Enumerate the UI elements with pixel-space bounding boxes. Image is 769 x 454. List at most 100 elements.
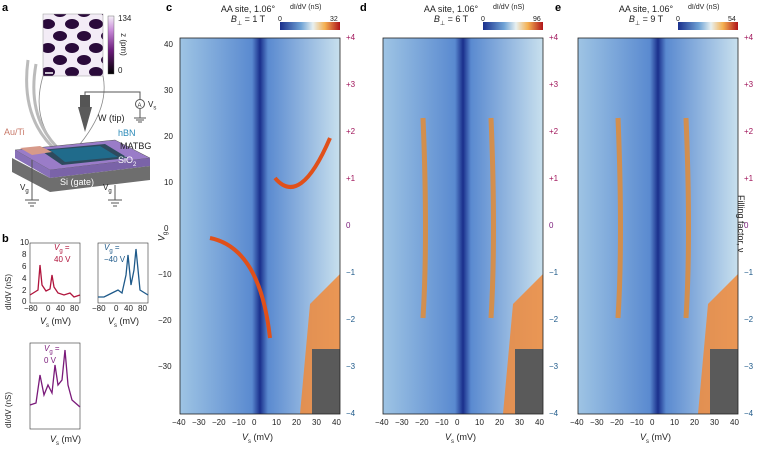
map-ytick-4: 0 bbox=[164, 224, 169, 233]
map-colorbar-unit-2: dI/dV (nS) bbox=[688, 4, 720, 11]
contact-pad bbox=[20, 146, 52, 155]
map-xtick-2-8: 40 bbox=[730, 418, 739, 427]
map-xtick-2-3: −10 bbox=[630, 418, 644, 427]
spectra-xtick-5: 0 bbox=[114, 304, 119, 313]
map-colorbar-unit-1: dI/dV (nS) bbox=[493, 4, 525, 11]
stm-tip-icon bbox=[78, 107, 92, 132]
spectra-ylabel-top: dI/dV (nS) bbox=[4, 273, 13, 310]
map-colorbar-max-1: 96 bbox=[533, 16, 541, 23]
contact-label: Au/Ti bbox=[4, 127, 25, 137]
map-colorbar-min-0: 0 bbox=[278, 16, 282, 23]
panel-label-e: e bbox=[555, 2, 562, 14]
bias-label: Vs bbox=[148, 100, 157, 112]
map-xtick-0-1: −30 bbox=[192, 418, 206, 427]
map-xtick-2-0: −40 bbox=[570, 418, 584, 427]
map-xtick-0-3: −10 bbox=[232, 418, 246, 427]
map-xtick-2-5: 10 bbox=[670, 418, 679, 427]
map-ytick-6: −20 bbox=[158, 316, 172, 325]
panel-label-c: c bbox=[166, 2, 173, 14]
gate-map-2 bbox=[577, 22, 739, 415]
map-filling-tick-1-3: +1 bbox=[549, 174, 559, 183]
map-filling-tick-2-1: +3 bbox=[744, 80, 754, 89]
map-colorbar-unit-0: dI/dV (nS) bbox=[290, 4, 322, 11]
map-xlabel-2: Vs (mV) bbox=[640, 432, 672, 445]
map-xtick-0-7: 30 bbox=[312, 418, 321, 427]
map-title-1: AA site, 1.06° B⊥ = 6 T bbox=[423, 4, 479, 27]
colorbar-min: 0 bbox=[118, 66, 123, 75]
map-saturated-region-0 bbox=[312, 349, 340, 414]
map-ytick-3: 10 bbox=[164, 178, 173, 187]
gate-label: Si (gate) bbox=[60, 177, 95, 187]
map-band-2-0 bbox=[615, 117, 623, 319]
map-xtick-2-2: −20 bbox=[610, 418, 624, 427]
z-colorbar bbox=[107, 15, 115, 75]
map-filling-tick-1-7: −3 bbox=[549, 362, 559, 371]
map-ytick-1: 30 bbox=[164, 86, 173, 95]
tip-label: W (tip) bbox=[98, 113, 125, 123]
map-filling-tick-2-0: +4 bbox=[744, 33, 754, 42]
map-xtick-1-1: −30 bbox=[395, 418, 409, 427]
map-xtick-2-7: 30 bbox=[710, 418, 719, 427]
colorbar-max: 134 bbox=[118, 14, 132, 23]
map-filling-tick-0-0: +4 bbox=[346, 33, 356, 42]
map-filling-tick-0-1: +3 bbox=[346, 80, 356, 89]
map-frame-1 bbox=[382, 37, 544, 415]
svg-text:A: A bbox=[138, 103, 142, 109]
map-filling-tick-1-2: +2 bbox=[549, 127, 559, 136]
spectra-ytick-4: 2 bbox=[22, 286, 27, 295]
map-band-1-0 bbox=[420, 117, 428, 319]
map-xtick-0-5: 10 bbox=[272, 418, 281, 427]
map-saturated-region-2 bbox=[710, 349, 738, 414]
map-filling-tick-0-5: −1 bbox=[346, 268, 356, 277]
map-filling-tick-0-4: 0 bbox=[346, 221, 351, 230]
map-saturated-region-1 bbox=[515, 349, 543, 414]
map-xtick-1-2: −20 bbox=[415, 418, 429, 427]
panel-label-b: b bbox=[2, 233, 9, 245]
gate-map-0 bbox=[179, 22, 341, 415]
spectra-ylabel-bottom: dI/dV (nS) bbox=[4, 391, 13, 428]
map-xtick-2-6: 20 bbox=[690, 418, 699, 427]
map-filling-tick-1-5: −1 bbox=[549, 268, 559, 277]
spectra-ytick-0: 10 bbox=[20, 238, 29, 247]
map-xtick-0-6: 20 bbox=[292, 418, 301, 427]
gate-map-1 bbox=[382, 22, 544, 415]
map-filling-tick-0-2: +2 bbox=[346, 127, 356, 136]
map-xtick-0-2: −20 bbox=[212, 418, 226, 427]
map-xtick-1-0: −40 bbox=[375, 418, 389, 427]
gate-voltage-label-right: Vg bbox=[103, 183, 112, 195]
map-xtick-0-4: 0 bbox=[252, 418, 257, 427]
map-filling-tick-2-4: 0 bbox=[744, 221, 749, 230]
inset-label-zero: Vg = 0 V bbox=[44, 344, 60, 365]
map-colorbar-1 bbox=[483, 22, 543, 30]
map-colorbar-min-2: 0 bbox=[676, 16, 680, 23]
spectra-ytick-5: 0 bbox=[22, 297, 27, 306]
map-band-1-1 bbox=[488, 117, 496, 319]
map-xtick-1-7: 30 bbox=[515, 418, 524, 427]
map-filling-tick-1-8: −4 bbox=[549, 409, 559, 418]
spectra-xtick-0: −80 bbox=[24, 304, 38, 313]
map-xtick-2-1: −30 bbox=[590, 418, 604, 427]
map-filling-tick-1-6: −2 bbox=[549, 315, 559, 324]
map-band-2-1 bbox=[683, 117, 691, 319]
spectra-xtick-4: −80 bbox=[92, 304, 106, 313]
map-xtick-1-5: 10 bbox=[475, 418, 484, 427]
map-colorbar-2 bbox=[678, 22, 738, 30]
inset-label-pos40: Vg = 40 V bbox=[54, 243, 71, 264]
spectra-xlabel-left: Vs (mV) bbox=[40, 316, 72, 329]
map-filling-tick-0-6: −2 bbox=[346, 315, 356, 324]
spectrum-line-pos40 bbox=[29, 264, 81, 298]
map-colorbar-min-1: 0 bbox=[481, 16, 485, 23]
map-diagonal-feature-0 bbox=[209, 137, 332, 339]
colorbar-unit: z (pm) bbox=[118, 33, 128, 56]
panel-label-d: d bbox=[360, 2, 367, 14]
spectra-xtick-1: 0 bbox=[46, 304, 51, 313]
filling-factor-label: Filling factor, ν bbox=[736, 195, 746, 253]
map-filling-tick-0-3: +1 bbox=[346, 174, 356, 183]
spectrum-plot-pos40 bbox=[29, 242, 81, 304]
map-xlabel-1: Vs (mV) bbox=[445, 432, 477, 445]
map-filling-tick-2-2: +2 bbox=[744, 127, 754, 136]
sample-label: MATBG bbox=[120, 141, 152, 151]
map-filling-tick-2-5: −1 bbox=[744, 268, 754, 277]
map-ylabel: Vg bbox=[156, 231, 170, 242]
map-colorbar-max-0: 32 bbox=[330, 16, 338, 23]
